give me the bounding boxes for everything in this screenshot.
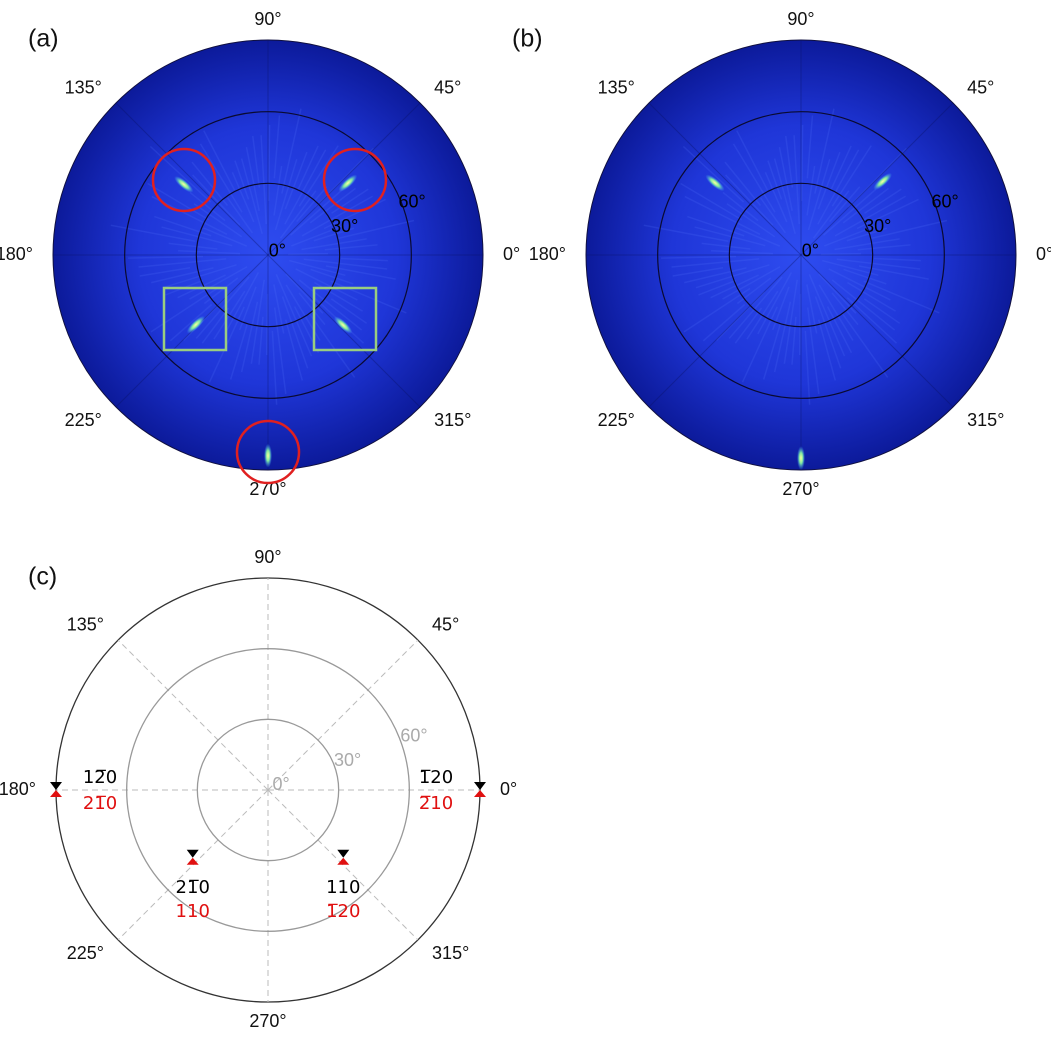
- radial-tick-label: 60°: [398, 191, 425, 211]
- angle-tick-label: 135°: [67, 615, 104, 635]
- spot: [264, 444, 272, 468]
- panel-label: (a): [28, 25, 59, 53]
- texture: [802, 125, 803, 201]
- angle-tick-label: 180°: [0, 244, 33, 264]
- radial-tick-label: 30°: [864, 216, 891, 236]
- index-label: 1̅20: [326, 901, 360, 922]
- figure: 0° 45° 90° 135° 180° 225° 270° 315° 0° 30° 60° (a) 0…: [0, 0, 1051, 1037]
- angle-tick-label: 180°: [0, 779, 36, 799]
- angle-tick-label: 270°: [249, 1011, 286, 1031]
- index-label: 21̅0: [83, 793, 117, 814]
- angle-tick-label: 225°: [65, 410, 102, 430]
- angle-tick-label: 180°: [529, 244, 566, 264]
- angle-tick-label: 315°: [432, 943, 469, 963]
- radial-tick-label: 60°: [400, 726, 427, 746]
- angle-tick-label: 315°: [967, 410, 1004, 430]
- angle-tick-label: 45°: [434, 78, 461, 98]
- texture: [800, 294, 801, 355]
- panel-label: (b): [512, 25, 543, 53]
- radial-tick-label: 0°: [269, 240, 286, 260]
- spot: [797, 446, 805, 470]
- texture: [288, 254, 328, 255]
- radial-tick-label: 30°: [331, 216, 358, 236]
- angle-tick-label: 135°: [65, 78, 102, 98]
- index-label: 110: [326, 877, 360, 898]
- angle-tick-label: 90°: [787, 9, 814, 29]
- angle-tick-label: 45°: [967, 78, 994, 98]
- index-label: 21̅0: [176, 877, 210, 898]
- angle-tick-label: 0°: [503, 244, 520, 264]
- index-label: 12̅0: [83, 767, 117, 788]
- radial-tick-label: 0°: [802, 240, 819, 260]
- angle-tick-label: 270°: [782, 479, 819, 499]
- blank-area: [520, 530, 1051, 1037]
- angle-tick-label: 225°: [67, 943, 104, 963]
- angle-tick-label: 90°: [254, 547, 281, 567]
- index-label: 1̅20: [419, 767, 453, 788]
- angle-tick-label: 225°: [598, 410, 635, 430]
- radial-tick-label: 0°: [273, 774, 290, 794]
- radial-tick-label: 30°: [334, 750, 361, 770]
- angle-tick-label: 90°: [254, 9, 281, 29]
- index-label: 110: [176, 901, 210, 922]
- texture: [821, 254, 861, 255]
- angle-tick-label: 0°: [500, 779, 517, 799]
- texture: [267, 294, 268, 355]
- angle-tick-label: 0°: [1036, 244, 1051, 264]
- radial-tick-label: 60°: [931, 191, 958, 211]
- panel-label: (c): [28, 563, 57, 591]
- angle-tick-label: 135°: [598, 78, 635, 98]
- angle-tick-label: 315°: [434, 410, 471, 430]
- angle-tick-label: 45°: [432, 615, 459, 635]
- index-label: 2̅10: [419, 793, 453, 814]
- texture: [269, 125, 270, 201]
